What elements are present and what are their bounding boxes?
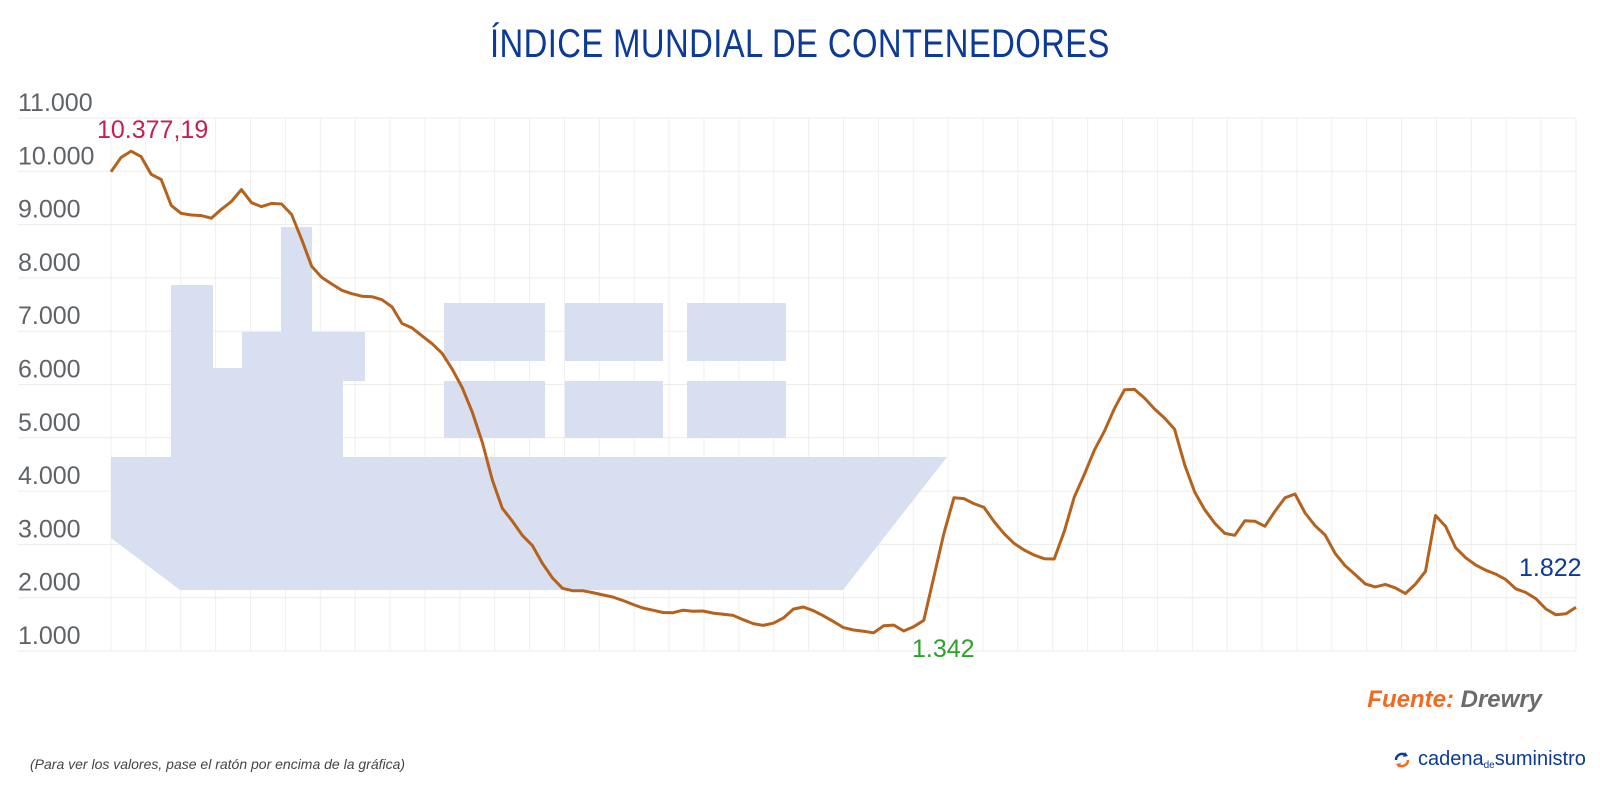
container-icon bbox=[444, 381, 545, 438]
container-icon bbox=[687, 303, 786, 361]
hover-hint: (Para ver los valores, pase el ratón por… bbox=[30, 756, 406, 772]
y-axis: 1.000 2.000 3.000 4.000 5.000 6.000 7.000 8.000… bbox=[18, 89, 94, 650]
y-tick-label: 11.000 bbox=[18, 89, 93, 117]
logo-text: cadena bbox=[1418, 748, 1484, 770]
logo-text: de bbox=[1483, 760, 1495, 771]
source-label: Fuente: Drewry bbox=[1367, 686, 1542, 714]
y-tick-label: 9.000 bbox=[18, 196, 81, 224]
y-tick-label: 6.000 bbox=[18, 356, 81, 384]
y-tick-label: 4.000 bbox=[18, 462, 81, 490]
source-value: Drewry bbox=[1460, 686, 1542, 713]
y-tick-label: 8.000 bbox=[18, 249, 81, 277]
series-line[interactable] bbox=[109, 149, 1577, 635]
y-tick-label: 7.000 bbox=[18, 302, 81, 330]
y-tick-label: 1.000 bbox=[18, 622, 81, 650]
container-icon bbox=[565, 303, 663, 361]
refresh-arrows-icon bbox=[1394, 751, 1410, 768]
ship-hull-icon bbox=[111, 227, 947, 590]
logo[interactable]: cadenadesuministro bbox=[1392, 748, 1586, 771]
min-annotation: 1.342 bbox=[912, 635, 975, 663]
y-tick-label: 5.000 bbox=[18, 409, 81, 437]
container-icon bbox=[444, 303, 545, 361]
source-key: Fuente: bbox=[1367, 686, 1454, 713]
y-tick-label: 3.000 bbox=[18, 515, 81, 543]
logo-text: suministro bbox=[1494, 748, 1586, 770]
y-tick-label: 2.000 bbox=[18, 569, 81, 597]
latest-annotation: 1.822 bbox=[1519, 554, 1582, 582]
container-ship-icon bbox=[111, 227, 947, 590]
chart-title: ÍNDICE MUNDIAL DE CONTENEDORES bbox=[0, 22, 1600, 67]
container-icon bbox=[565, 381, 663, 438]
max-annotation: 10.377,19 bbox=[97, 116, 208, 144]
chart-title-text: ÍNDICE MUNDIAL DE CONTENEDORES bbox=[490, 22, 1110, 66]
y-tick-label: 10.000 bbox=[18, 142, 94, 170]
container-icon bbox=[687, 381, 786, 438]
